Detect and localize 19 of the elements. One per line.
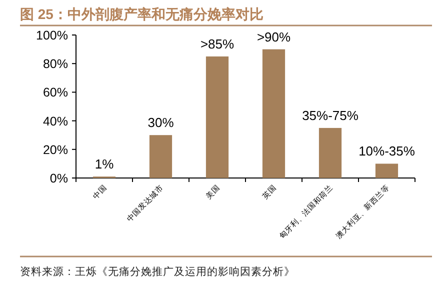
y-tick-label: 0% xyxy=(50,172,68,186)
y-tick-label: 60% xyxy=(42,86,68,100)
bar xyxy=(375,164,398,178)
text: 资料来源：王烁《无痛分娩推广及运用的影响因素分析》 xyxy=(20,265,295,278)
data-label: 10%-35% xyxy=(358,144,416,159)
data-label: 30% xyxy=(148,115,174,130)
chart-title: 图 25：中外剖腹产率和无痛分娩率对比 xyxy=(20,6,264,22)
bar xyxy=(318,128,342,178)
data-label: >85% xyxy=(200,36,234,52)
bar xyxy=(149,135,172,178)
data-label: 1% xyxy=(94,156,114,172)
y-tick-label: 100% xyxy=(36,28,68,42)
y-tick-label: 40% xyxy=(42,114,68,128)
y-tick-label: 20% xyxy=(42,142,68,157)
y-tick-label: 80% xyxy=(42,57,68,72)
data-label: 35%-75% xyxy=(302,108,359,123)
bar xyxy=(206,56,229,178)
data-label: >90% xyxy=(256,29,291,44)
bar xyxy=(262,49,286,178)
